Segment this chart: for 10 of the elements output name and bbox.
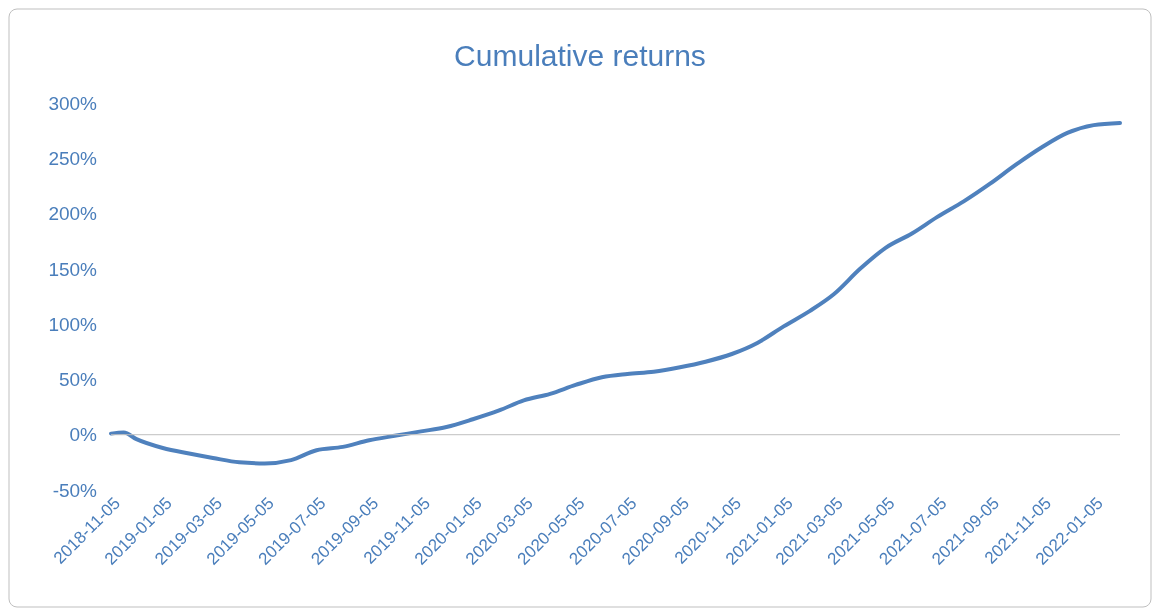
y-tick-label: 150%	[48, 258, 98, 280]
y-tick-label: 250%	[48, 147, 98, 169]
y-tick-label: 0%	[69, 424, 98, 446]
y-tick-label: 50%	[58, 369, 98, 391]
y-tick-label: 100%	[48, 313, 98, 335]
chart-title: Cumulative returns	[454, 39, 706, 72]
line-series	[109, 120, 1122, 466]
y-tick-label: 300%	[48, 92, 98, 114]
y-tick-label: -50%	[52, 479, 98, 501]
y-tick-label: 200%	[48, 203, 98, 225]
